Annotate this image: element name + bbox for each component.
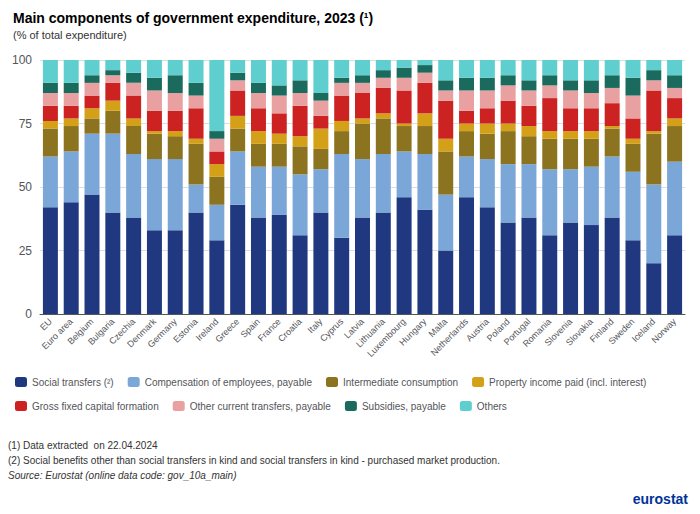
svg-text:EU: EU — [38, 316, 54, 332]
svg-text:Slovenia: Slovenia — [542, 316, 575, 348]
svg-text:Intermediate consumption: Intermediate consumption — [343, 377, 458, 388]
svg-text:Slovakia: Slovakia — [564, 316, 595, 347]
svg-text:Ireland: Ireland — [193, 316, 221, 343]
svg-text:Belgium: Belgium — [65, 316, 96, 347]
svg-text:Malta: Malta — [426, 316, 450, 340]
svg-text:Croatia: Croatia — [276, 316, 304, 344]
svg-text:Iceland: Iceland — [629, 316, 658, 344]
svg-text:Netherlands: Netherlands — [428, 316, 471, 358]
svg-text:0: 0 — [25, 307, 32, 321]
svg-text:Latvia: Latvia — [342, 316, 366, 341]
svg-text:Norway: Norway — [650, 316, 679, 345]
svg-text:75: 75 — [19, 117, 33, 131]
svg-text:50: 50 — [19, 180, 33, 194]
svg-text:Subsidies, payable: Subsidies, payable — [362, 401, 446, 412]
svg-text:Denmark: Denmark — [125, 316, 158, 350]
svg-text:Hungary: Hungary — [397, 316, 428, 347]
svg-text:Gross fixed capital formation: Gross fixed capital formation — [32, 401, 159, 412]
svg-text:Source: Eurostat (online data: Source: Eurostat (online data code: gov_… — [8, 470, 236, 481]
svg-text:Portugal: Portugal — [501, 316, 533, 348]
svg-text:100: 100 — [12, 53, 32, 67]
svg-text:Main components of government: Main components of government expenditur… — [13, 10, 373, 26]
svg-text:Czechia: Czechia — [107, 316, 138, 347]
svg-text:Spain: Spain — [238, 316, 262, 340]
svg-text:Romania: Romania — [520, 316, 554, 349]
svg-text:Estonia: Estonia — [171, 316, 199, 344]
svg-text:Greece: Greece — [213, 316, 241, 344]
svg-text:(2) Social benefits other than: (2) Social benefits other than social tr… — [8, 455, 500, 466]
svg-text:Germany: Germany — [146, 316, 180, 350]
svg-text:Others: Others — [477, 401, 507, 412]
svg-text:Property income paid (incl. in: Property income paid (incl. interest) — [489, 377, 646, 388]
svg-text:Italy: Italy — [305, 316, 325, 336]
svg-text:Finland: Finland — [587, 316, 616, 345]
svg-text:Poland: Poland — [484, 316, 512, 344]
svg-text:France: France — [256, 316, 283, 344]
svg-text:25: 25 — [19, 244, 33, 258]
svg-text:Social transfers (²): Social transfers (²) — [32, 377, 114, 388]
svg-text:Compensation of employees, pay: Compensation of employees, payable — [145, 377, 313, 388]
svg-text:eurostat: eurostat — [633, 491, 689, 507]
svg-text:Other current transfers, payab: Other current transfers, payable — [190, 401, 332, 412]
svg-text:(1) Data extracted on 22.04.2: (1) Data extracted on 22.04.2024 — [8, 440, 158, 451]
svg-text:Euro area: Euro area — [40, 316, 75, 351]
svg-text:Cyprus: Cyprus — [318, 316, 346, 344]
svg-text:Sweden: Sweden — [606, 316, 636, 346]
svg-text:(% of total expenditure): (% of total expenditure) — [13, 29, 127, 41]
svg-text:Luxembourg: Luxembourg — [365, 316, 408, 359]
svg-text:Bulgaria: Bulgaria — [86, 316, 117, 347]
svg-text:Lithuania: Lithuania — [354, 316, 387, 350]
svg-text:Austria: Austria — [464, 316, 491, 344]
